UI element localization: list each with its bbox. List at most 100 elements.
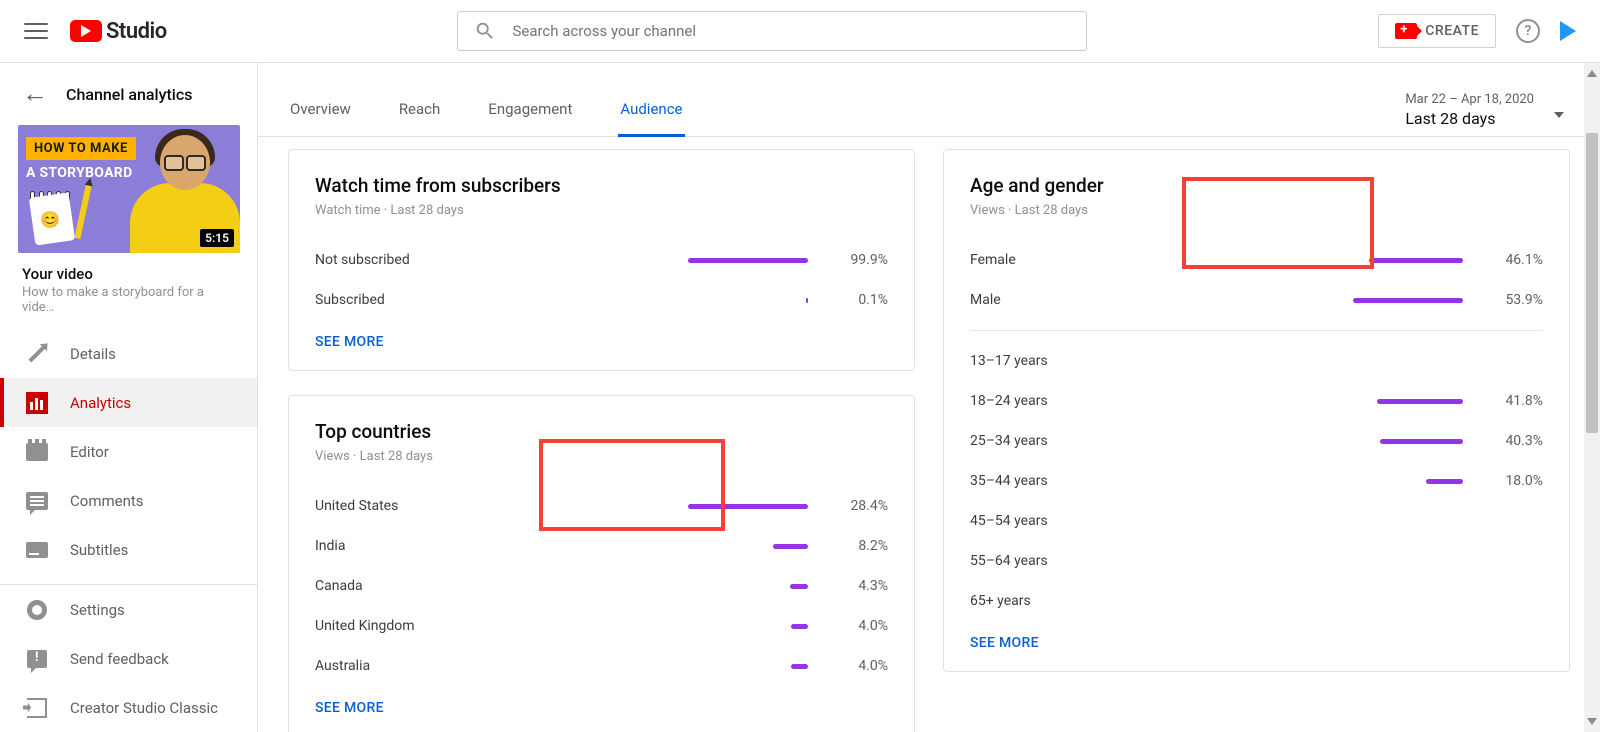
bar-wrap	[678, 504, 808, 509]
feedback-icon	[26, 648, 48, 670]
card-title: Top countries	[315, 420, 888, 443]
sidebar-header: ← Channel analytics	[0, 81, 257, 121]
scroll-thumb[interactable]	[1586, 133, 1598, 433]
sidebar-item-settings[interactable]: Settings	[0, 585, 257, 634]
sidebar-item-details[interactable]: Details	[0, 329, 257, 378]
tab-overview[interactable]: Overview	[288, 100, 353, 136]
sidebar-item-comments[interactable]: Comments	[0, 476, 257, 525]
studio-logo[interactable]: Studio	[70, 19, 167, 44]
bar-wrap	[678, 544, 808, 549]
video-title: How to make a storyboard for a vide…	[0, 283, 257, 329]
bar	[791, 664, 808, 669]
data-row: 55–64 years	[970, 541, 1543, 581]
bar	[688, 258, 808, 263]
analytics-icon	[26, 392, 48, 414]
search-box[interactable]	[457, 11, 1087, 51]
scroll-down-icon[interactable]	[1587, 718, 1597, 728]
page-title: Channel analytics	[66, 85, 192, 104]
row-label: Canada	[315, 578, 678, 594]
data-row: India 8.2%	[315, 526, 888, 566]
see-more-link[interactable]: SEE MORE	[315, 700, 888, 716]
tab-reach[interactable]: Reach	[397, 100, 442, 136]
comments-icon	[26, 490, 48, 512]
data-row: United States28.4%	[315, 486, 888, 526]
row-pct: 4.0%	[832, 618, 888, 634]
row-label: Male	[970, 292, 1333, 308]
nav-label: Settings	[70, 601, 125, 619]
row-label: United Kingdom	[315, 618, 678, 634]
your-video-label: Your video	[0, 265, 257, 283]
nav-label: Details	[70, 345, 116, 363]
bar-wrap	[1333, 439, 1463, 444]
video-thumbnail[interactable]: HOW TO MAKE A STORYBOARD 😊 5:15	[18, 125, 240, 253]
cards: Watch time from subscribers Watch time ·…	[258, 137, 1600, 732]
sidebar-item-editor[interactable]: Editor	[0, 427, 257, 476]
subtitles-icon	[26, 539, 48, 561]
nav-label: Send feedback	[70, 650, 169, 668]
data-row: Subscribed 0.1%	[315, 280, 888, 320]
film-icon	[26, 441, 48, 463]
right-column: Age and gender Views · Last 28 days Fema…	[943, 149, 1570, 672]
content: Overview Reach Engagement Audience Mar 2…	[258, 63, 1600, 732]
bar-wrap	[1333, 298, 1463, 303]
sidebar-item-classic[interactable]: Creator Studio Classic	[0, 683, 257, 732]
help-icon[interactable]: ?	[1516, 19, 1540, 43]
bar	[790, 584, 808, 589]
tab-audience[interactable]: Audience	[618, 100, 684, 136]
date-range-picker[interactable]: Mar 22 – Apr 18, 2020 Last 28 days	[1405, 92, 1570, 136]
bar-wrap	[678, 258, 808, 263]
exit-icon	[26, 697, 48, 719]
tabs: Overview Reach Engagement Audience	[288, 100, 685, 136]
bar-wrap	[678, 624, 808, 629]
row-pct: 8.2%	[832, 538, 888, 554]
divider	[970, 330, 1543, 331]
sidebar-item-feedback[interactable]: Send feedback	[0, 634, 257, 683]
data-row: 45–54 years	[970, 501, 1543, 541]
search-wrap	[167, 11, 1379, 51]
data-row: United Kingdom 4.0%	[315, 606, 888, 646]
row-pct: 0.1%	[832, 292, 888, 308]
sidebar: ← Channel analytics HOW TO MAKE A STORYB…	[0, 63, 258, 732]
card-title: Watch time from subscribers	[315, 174, 888, 197]
row-label: 13–17 years	[970, 353, 1333, 369]
nav-label: Creator Studio Classic	[70, 699, 218, 717]
scrollbar[interactable]	[1584, 63, 1600, 732]
data-row: 35–44 years18.0%	[970, 461, 1543, 501]
thumb-badge: HOW TO MAKE	[26, 137, 136, 160]
date-range: Mar 22 – Apr 18, 2020	[1405, 92, 1534, 107]
create-button[interactable]: CREATE	[1378, 14, 1496, 48]
see-more-link[interactable]: SEE MORE	[315, 334, 888, 350]
top-countries-card: Top countries Views · Last 28 days Unite…	[288, 395, 915, 732]
app-launcher-icon[interactable]	[1560, 21, 1576, 41]
row-pct: 99.9%	[832, 252, 888, 268]
data-row: Male 53.9%	[970, 280, 1543, 320]
row-label: 35–44 years	[970, 473, 1333, 489]
gear-icon	[26, 599, 48, 621]
row-label: Subscribed	[315, 292, 678, 308]
row-pct: 46.1%	[1487, 252, 1543, 268]
bar	[791, 624, 808, 629]
row-pct: 53.9%	[1487, 292, 1543, 308]
search-input[interactable]	[512, 22, 1070, 40]
data-row: 65+ years	[970, 581, 1543, 621]
sidebar-item-analytics[interactable]: Analytics	[0, 378, 257, 427]
tab-engagement[interactable]: Engagement	[486, 100, 574, 136]
see-more-link[interactable]: SEE MORE	[970, 635, 1543, 651]
bar-wrap	[678, 298, 808, 303]
sidebar-item-subtitles[interactable]: Subtitles	[0, 525, 257, 574]
hamburger-menu-button[interactable]	[24, 19, 48, 43]
card-subtitle: Views · Last 28 days	[970, 203, 1543, 218]
row-label: Australia	[315, 658, 678, 674]
bar	[1353, 298, 1463, 303]
left-column: Watch time from subscribers Watch time ·…	[288, 149, 915, 732]
row-pct: 41.8%	[1487, 393, 1543, 409]
camera-icon	[1395, 23, 1417, 39]
back-arrow-icon[interactable]: ←	[22, 81, 48, 107]
row-label: India	[315, 538, 678, 554]
data-row: 25–34 years40.3%	[970, 421, 1543, 461]
topbar-actions: CREATE ?	[1378, 14, 1576, 48]
nav-label: Subtitles	[70, 541, 128, 559]
scroll-up-icon[interactable]	[1587, 67, 1597, 77]
date-label: Last 28 days	[1405, 109, 1495, 128]
watch-time-card: Watch time from subscribers Watch time ·…	[288, 149, 915, 371]
